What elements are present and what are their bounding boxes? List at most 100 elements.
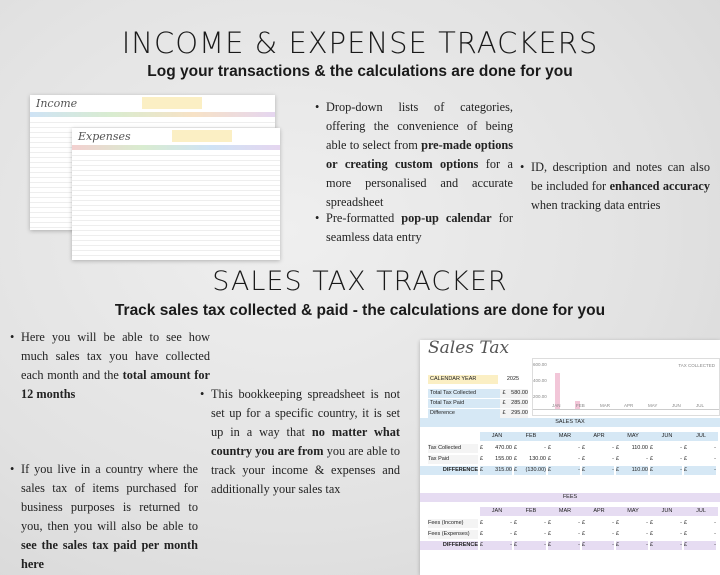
currency: £: [684, 466, 690, 475]
month-header: JUN: [650, 507, 684, 516]
cell: -: [588, 541, 614, 550]
cell: -: [612, 445, 614, 451]
currency: £: [650, 541, 656, 550]
cell: -: [622, 541, 648, 550]
currency: £: [684, 541, 690, 550]
cell: 110.00: [631, 445, 648, 451]
text: Pre-formatted: [326, 211, 402, 225]
header-row: [30, 112, 275, 117]
cell: -: [714, 531, 716, 537]
axis-label: JAN: [552, 403, 561, 408]
currency: £: [514, 520, 518, 526]
month-header: JAN: [480, 432, 514, 441]
bold-text: pop-up calendar: [401, 211, 492, 225]
currency: £: [616, 541, 622, 550]
cell: -: [510, 520, 512, 526]
cell: -: [544, 531, 546, 537]
bold-text: enhanced accuracy: [609, 179, 710, 193]
currency: £: [616, 445, 620, 451]
axis-label: 600.00: [533, 362, 547, 367]
summary-amount: 295.00: [508, 409, 528, 418]
month-header: MAR: [548, 507, 582, 516]
currency: £: [514, 541, 520, 550]
currency: £: [548, 445, 552, 451]
cell: -: [656, 541, 682, 550]
cell: -: [612, 456, 614, 462]
month-header: MAY: [616, 507, 650, 516]
month-header: APR: [582, 432, 616, 441]
cell: -: [520, 541, 546, 550]
currency: £: [500, 399, 508, 408]
cell: -: [554, 541, 580, 550]
axis-label: JUL: [696, 403, 705, 408]
currency: £: [514, 531, 518, 537]
axis-label: FEB: [576, 403, 585, 408]
cell: 470.00: [495, 445, 512, 451]
cell: -: [714, 520, 716, 526]
currency: £: [548, 520, 552, 526]
currency: £: [548, 531, 552, 537]
currency: £: [650, 531, 654, 537]
section-subtitle: Log your transactions & the calculations…: [147, 63, 573, 80]
sheet-title: Income: [36, 97, 78, 110]
text: Here you will be able to see how much sa…: [21, 330, 210, 382]
year-label: CALENDAR YEAR: [428, 375, 498, 384]
axis-label: MAR: [600, 403, 610, 408]
axis-label: APR: [624, 403, 634, 408]
currency: £: [616, 456, 620, 462]
month-header: JUN: [650, 432, 684, 441]
currency: £: [650, 456, 654, 462]
cell: -: [486, 541, 512, 550]
row-label: Fees (Expenses): [428, 530, 478, 539]
currency: £: [500, 409, 508, 418]
axis-label: JUN: [672, 403, 681, 408]
cell: -: [656, 466, 682, 475]
currency: £: [548, 466, 554, 475]
expense-sheet: Expenses: [72, 128, 280, 260]
bullet: Here you will be able to see how much sa…: [10, 328, 210, 404]
currency: £: [582, 541, 588, 550]
cell: -: [680, 531, 682, 537]
cell: -: [588, 466, 614, 475]
currency: £: [582, 520, 586, 526]
month-header: APR: [582, 507, 616, 516]
cell: -: [578, 445, 580, 451]
axis-label: MAY: [648, 403, 658, 408]
currency: £: [684, 456, 688, 462]
currency: £: [480, 456, 484, 462]
row-label: DIFFERENCE: [420, 466, 478, 475]
chart-legend: TAX COLLECTED: [678, 363, 715, 368]
text: Drop-down lists of categories, offering …: [326, 100, 513, 152]
cell: -: [680, 445, 682, 451]
text: you are able to track your income & expe…: [211, 444, 400, 496]
cell: -: [578, 456, 580, 462]
currency: £: [582, 531, 586, 537]
bullet: This bookkeeping spreadsheet is not set …: [200, 385, 400, 499]
currency: £: [684, 520, 688, 526]
currency: £: [616, 531, 620, 537]
sheet-title: Expenses: [78, 130, 131, 143]
cell: 130.00: [529, 456, 546, 462]
cell: 155.00: [495, 456, 512, 462]
summary-amount: 580.00: [508, 389, 528, 398]
text: for seamless data entry: [326, 211, 513, 244]
currency: £: [514, 466, 520, 475]
currency: £: [480, 445, 484, 451]
table-heading: SALES TAX: [420, 418, 720, 427]
cell: -: [612, 531, 614, 537]
currency: £: [480, 531, 484, 537]
cell: -: [690, 541, 716, 550]
month-header: JAN: [480, 507, 514, 516]
currency: £: [616, 520, 620, 526]
cell: -: [680, 520, 682, 526]
month-header: MAR: [548, 432, 582, 441]
currency: £: [514, 456, 518, 462]
currency: £: [480, 466, 486, 475]
chart-bar: [575, 401, 580, 409]
cell: -: [680, 456, 682, 462]
month-header: JUL: [684, 432, 718, 441]
cell: -: [690, 466, 716, 475]
year-label-text: CALENDAR YEAR: [430, 376, 477, 382]
month-header: FEB: [514, 507, 548, 516]
